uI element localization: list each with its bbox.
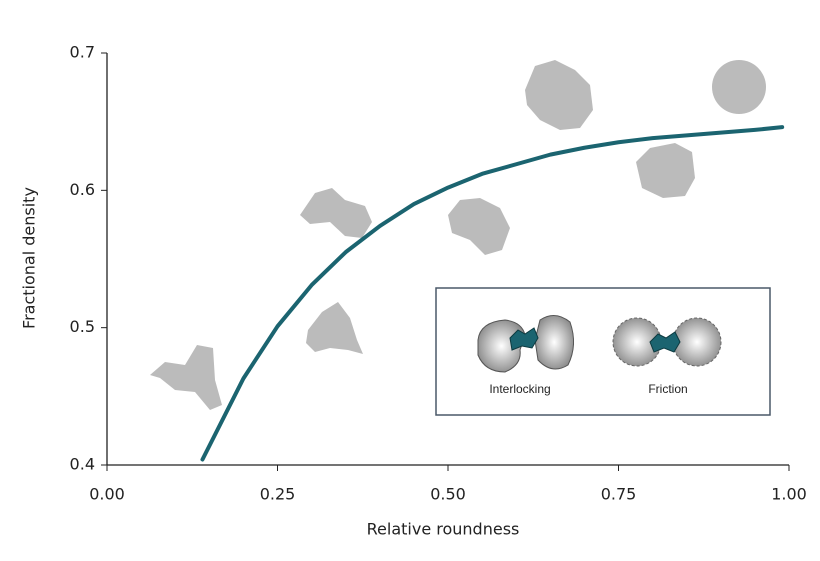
- inset: Interlocking Friction: [435, 287, 771, 416]
- x-tick-label: 1.00: [771, 485, 807, 504]
- annotation: Interlocking: [489, 382, 550, 396]
- y-tick-label: 0.6: [70, 180, 95, 199]
- x-tick-label: 0.00: [89, 485, 125, 504]
- x-tick-label: 0.75: [601, 485, 637, 504]
- y-tick-label: 0.4: [70, 455, 95, 474]
- annotation: Friction: [648, 382, 687, 396]
- particles: [150, 60, 766, 410]
- y-tick-label: 0.7: [70, 43, 95, 62]
- x-tick-label: 0.25: [260, 485, 296, 504]
- x-axis-label: Relative roundness: [367, 520, 520, 539]
- x-tick-label: 0.50: [430, 485, 466, 504]
- y-axis-label: Fractional density: [20, 187, 39, 329]
- y-tick-label: 0.5: [70, 317, 95, 336]
- line: [200, 125, 785, 462]
